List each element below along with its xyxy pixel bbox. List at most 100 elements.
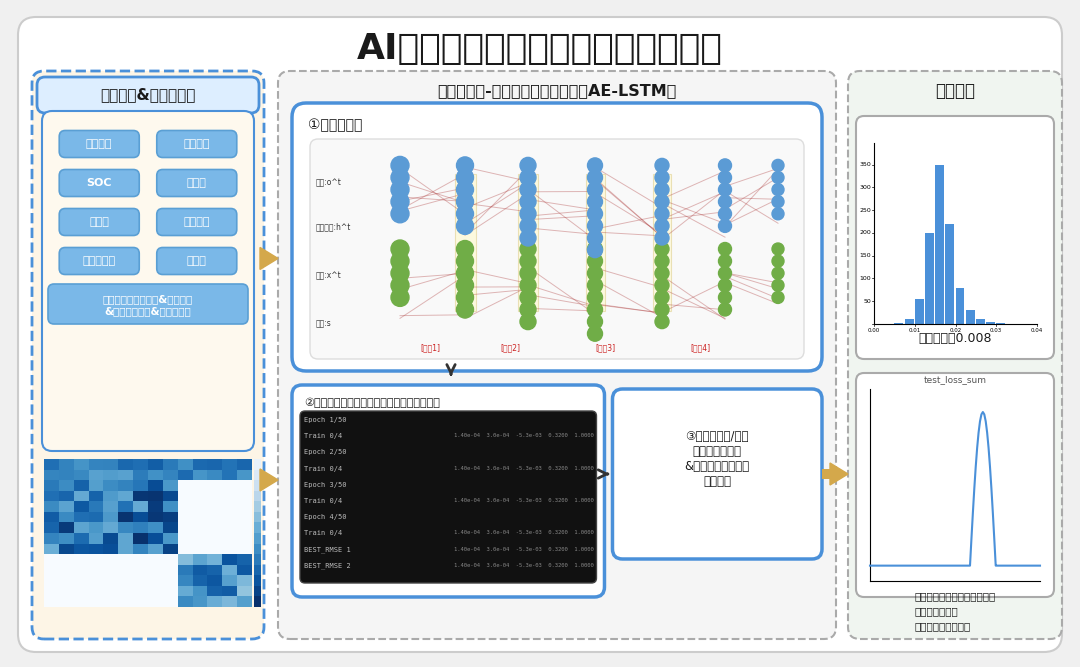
Circle shape <box>457 301 473 318</box>
Bar <box>163 470 178 480</box>
Bar <box>163 522 178 533</box>
FancyBboxPatch shape <box>292 103 822 371</box>
FancyBboxPatch shape <box>59 209 139 235</box>
Bar <box>119 512 133 522</box>
Bar <box>192 522 207 533</box>
Bar <box>133 544 148 554</box>
Bar <box>104 512 119 522</box>
Circle shape <box>772 183 784 195</box>
FancyBboxPatch shape <box>59 247 139 275</box>
Bar <box>104 459 119 470</box>
Bar <box>89 586 104 596</box>
Bar <box>73 480 89 491</box>
Circle shape <box>588 194 603 209</box>
Bar <box>924 233 934 324</box>
Bar <box>986 321 995 324</box>
Bar <box>207 459 222 470</box>
Text: 1.40e-04  3.0e-04  -5.3e-03  0.3200  1.0000: 1.40e-04 3.0e-04 -5.3e-03 0.3200 1.0000 <box>454 433 594 438</box>
Bar <box>254 512 261 522</box>
Bar <box>119 596 133 607</box>
FancyBboxPatch shape <box>157 131 237 157</box>
Bar <box>148 596 163 607</box>
Text: 0.02: 0.02 <box>949 328 961 333</box>
Polygon shape <box>260 247 278 269</box>
Circle shape <box>654 254 669 268</box>
FancyBboxPatch shape <box>612 389 822 559</box>
Text: Train 0/4: Train 0/4 <box>303 498 342 504</box>
Bar <box>222 554 238 565</box>
Text: 充放电状态: 充放电状态 <box>83 256 116 266</box>
Bar <box>148 512 163 522</box>
Bar <box>222 565 238 575</box>
Bar <box>996 323 1005 324</box>
Bar <box>44 544 58 554</box>
Text: 1.40e-04  3.0e-04  -5.3e-03  0.3200  1.0000: 1.40e-04 3.0e-04 -5.3e-03 0.3200 1.0000 <box>454 530 594 536</box>
FancyBboxPatch shape <box>59 169 139 197</box>
Circle shape <box>654 290 669 304</box>
FancyBboxPatch shape <box>18 17 1062 652</box>
Bar <box>653 174 671 311</box>
Bar <box>178 470 192 480</box>
Bar <box>192 554 207 565</box>
Bar <box>260 253 264 263</box>
Bar <box>119 544 133 554</box>
Bar <box>58 512 73 522</box>
Text: test_loss_sum: test_loss_sum <box>923 376 986 384</box>
Circle shape <box>718 195 731 208</box>
Bar <box>44 565 58 575</box>
Bar <box>73 544 89 554</box>
Bar <box>222 512 238 522</box>
Bar <box>238 586 252 596</box>
Text: [步骤4]: [步骤4] <box>690 343 710 352</box>
Text: ①构建模型。: ①构建模型。 <box>308 118 363 132</box>
Circle shape <box>519 241 536 257</box>
Circle shape <box>772 195 784 207</box>
Bar <box>192 470 207 480</box>
Bar <box>89 596 104 607</box>
Bar <box>945 224 955 324</box>
FancyBboxPatch shape <box>848 71 1062 639</box>
Bar <box>207 544 222 554</box>
Bar <box>73 596 89 607</box>
Bar <box>254 586 261 596</box>
Bar <box>148 502 163 512</box>
Bar <box>58 491 73 502</box>
Bar <box>58 544 73 554</box>
Text: [步骤1]: [步骤1] <box>420 343 440 352</box>
Bar <box>133 596 148 607</box>
Text: 300: 300 <box>860 185 870 190</box>
Text: Train 0/4: Train 0/4 <box>303 433 342 439</box>
Bar <box>163 586 178 596</box>
Bar <box>207 575 222 586</box>
Text: Epoch 4/50: Epoch 4/50 <box>303 514 347 520</box>
Circle shape <box>772 255 784 267</box>
Circle shape <box>588 302 603 317</box>
Circle shape <box>772 159 784 171</box>
Circle shape <box>519 218 536 234</box>
Circle shape <box>519 277 536 293</box>
Bar <box>119 565 133 575</box>
Circle shape <box>457 265 473 281</box>
Bar <box>119 533 133 544</box>
Bar <box>44 586 58 596</box>
Bar <box>133 575 148 586</box>
Circle shape <box>519 230 536 246</box>
Text: 原始数据&数据预处理: 原始数据&数据预处理 <box>100 87 195 103</box>
Circle shape <box>457 205 473 222</box>
Circle shape <box>519 253 536 269</box>
Bar <box>192 533 207 544</box>
Circle shape <box>772 208 784 220</box>
Bar <box>260 475 264 485</box>
Bar <box>89 522 104 533</box>
Circle shape <box>588 158 603 173</box>
Bar <box>254 502 261 512</box>
Circle shape <box>654 207 669 221</box>
Text: 时序:s: 时序:s <box>316 319 332 328</box>
Bar <box>44 491 58 502</box>
Circle shape <box>654 303 669 317</box>
Circle shape <box>519 301 536 317</box>
Circle shape <box>588 231 603 245</box>
Circle shape <box>519 289 536 305</box>
Text: 50: 50 <box>863 299 870 303</box>
Circle shape <box>718 267 731 279</box>
